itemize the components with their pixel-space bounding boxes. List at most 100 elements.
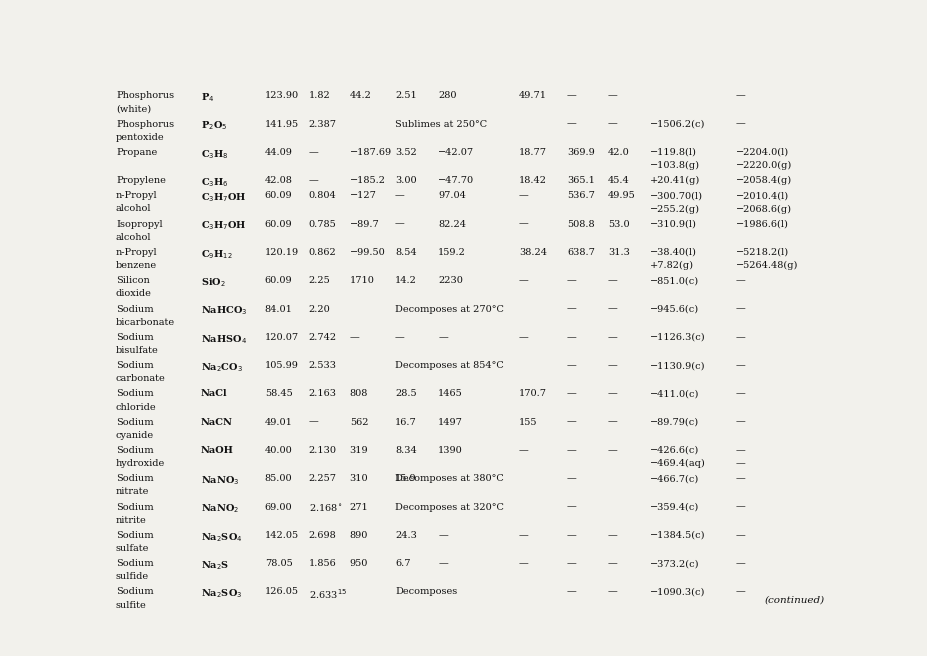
Text: 49.01: 49.01 (264, 418, 292, 426)
Text: −103.8(g): −103.8(g) (649, 161, 699, 170)
Text: —: — (735, 446, 745, 455)
Text: −127: −127 (349, 192, 376, 200)
Text: −1126.3(c): −1126.3(c) (649, 333, 705, 342)
Text: —: — (735, 276, 745, 285)
Text: 0.804: 0.804 (309, 192, 337, 200)
Text: −359.4(c): −359.4(c) (649, 502, 698, 512)
Text: Phosphorus: Phosphorus (116, 91, 174, 100)
Text: Isopropyl: Isopropyl (116, 220, 162, 229)
Text: 3.00: 3.00 (395, 176, 416, 185)
Text: C$_9$H$_{12}$: C$_9$H$_{12}$ (200, 248, 233, 260)
Text: 142.05: 142.05 (264, 531, 298, 540)
Text: 1.856: 1.856 (309, 559, 337, 568)
Text: —: — (566, 361, 576, 370)
Text: 120.07: 120.07 (264, 333, 298, 342)
Text: Sodium: Sodium (116, 361, 154, 370)
Text: —: — (735, 418, 745, 426)
Text: −185.2: −185.2 (349, 176, 386, 185)
Text: 2230: 2230 (438, 276, 463, 285)
Text: C$_3$H$_7$OH: C$_3$H$_7$OH (200, 192, 247, 204)
Text: Sodium: Sodium (116, 474, 154, 483)
Text: 84.01: 84.01 (264, 304, 292, 314)
Text: —: — (735, 91, 745, 100)
Text: Sodium: Sodium (116, 304, 154, 314)
Text: Sodium: Sodium (116, 559, 154, 568)
Text: −426.6(c): −426.6(c) (649, 446, 698, 455)
Text: 60.09: 60.09 (264, 276, 292, 285)
Text: —: — (395, 192, 404, 200)
Text: 0.785: 0.785 (309, 220, 337, 229)
Text: 69.00: 69.00 (264, 502, 292, 512)
Text: —: — (735, 559, 745, 568)
Text: 280: 280 (438, 91, 456, 100)
Text: 950: 950 (349, 559, 368, 568)
Text: benzene: benzene (116, 261, 157, 270)
Text: −5218.2(l): −5218.2(l) (735, 248, 788, 257)
Text: —: — (735, 502, 745, 512)
Text: 85.00: 85.00 (264, 474, 292, 483)
Text: —: — (607, 418, 617, 426)
Text: 155: 155 (518, 418, 537, 426)
Text: Sodium: Sodium (116, 587, 154, 596)
Text: −42.07: −42.07 (438, 148, 474, 157)
Text: 271: 271 (349, 502, 368, 512)
Text: 2.387: 2.387 (309, 119, 337, 129)
Text: —: — (735, 474, 745, 483)
Text: —: — (607, 276, 617, 285)
Text: (white): (white) (116, 104, 151, 113)
Text: hydroxide: hydroxide (116, 459, 165, 468)
Text: −2058.4(g): −2058.4(g) (735, 176, 792, 186)
Text: Sodium: Sodium (116, 446, 154, 455)
Text: Silicon: Silicon (116, 276, 149, 285)
Text: 28.5: 28.5 (395, 390, 416, 398)
Text: alcohol: alcohol (116, 205, 151, 213)
Text: Decomposes: Decomposes (395, 587, 457, 596)
Text: —: — (735, 459, 745, 468)
Text: —: — (438, 559, 448, 568)
Text: −1090.3(c): −1090.3(c) (649, 587, 705, 596)
Text: 97.04: 97.04 (438, 192, 465, 200)
Text: —: — (735, 390, 745, 398)
Text: n-Propyl: n-Propyl (116, 192, 158, 200)
Text: 58.45: 58.45 (264, 390, 292, 398)
Text: —: — (607, 559, 617, 568)
Text: −47.70: −47.70 (438, 176, 474, 185)
Text: —: — (518, 559, 528, 568)
Text: 562: 562 (349, 418, 368, 426)
Text: NaHSO$_4$: NaHSO$_4$ (200, 333, 247, 346)
Text: +7.82(g): +7.82(g) (649, 261, 692, 270)
Text: chloride: chloride (116, 403, 157, 411)
Text: 369.9: 369.9 (566, 148, 594, 157)
Text: 2.130: 2.130 (309, 446, 337, 455)
Text: Sodium: Sodium (116, 418, 154, 426)
Text: 105.99: 105.99 (264, 361, 298, 370)
Text: —: — (438, 531, 448, 540)
Text: Phosphorus: Phosphorus (116, 119, 174, 129)
Text: 2.51: 2.51 (395, 91, 416, 100)
Text: —: — (566, 502, 576, 512)
Text: —: — (566, 474, 576, 483)
Text: —: — (735, 119, 745, 129)
Text: 1.82: 1.82 (309, 91, 330, 100)
Text: NaNO$_2$: NaNO$_2$ (200, 502, 239, 516)
Text: NaCl: NaCl (200, 390, 227, 398)
Text: bisulfate: bisulfate (116, 346, 159, 355)
Text: alcohol: alcohol (116, 233, 151, 242)
Text: Decomposes at 270°C: Decomposes at 270°C (395, 304, 503, 314)
Text: —: — (566, 559, 576, 568)
Text: 6.7: 6.7 (395, 559, 410, 568)
Text: —: — (607, 361, 617, 370)
Text: 159.2: 159.2 (438, 248, 465, 257)
Text: —: — (735, 361, 745, 370)
Text: −2010.4(l): −2010.4(l) (735, 192, 788, 200)
Text: 24.3: 24.3 (395, 531, 416, 540)
Text: P$_4$: P$_4$ (200, 91, 214, 104)
Text: 120.19: 120.19 (264, 248, 298, 257)
Text: —: — (518, 192, 528, 200)
Text: cyanide: cyanide (116, 431, 154, 440)
Text: P$_2$O$_5$: P$_2$O$_5$ (200, 119, 227, 133)
Text: 49.95: 49.95 (607, 192, 635, 200)
Text: pentoxide: pentoxide (116, 133, 164, 142)
Text: 508.8: 508.8 (566, 220, 594, 229)
Text: Sodium: Sodium (116, 333, 154, 342)
